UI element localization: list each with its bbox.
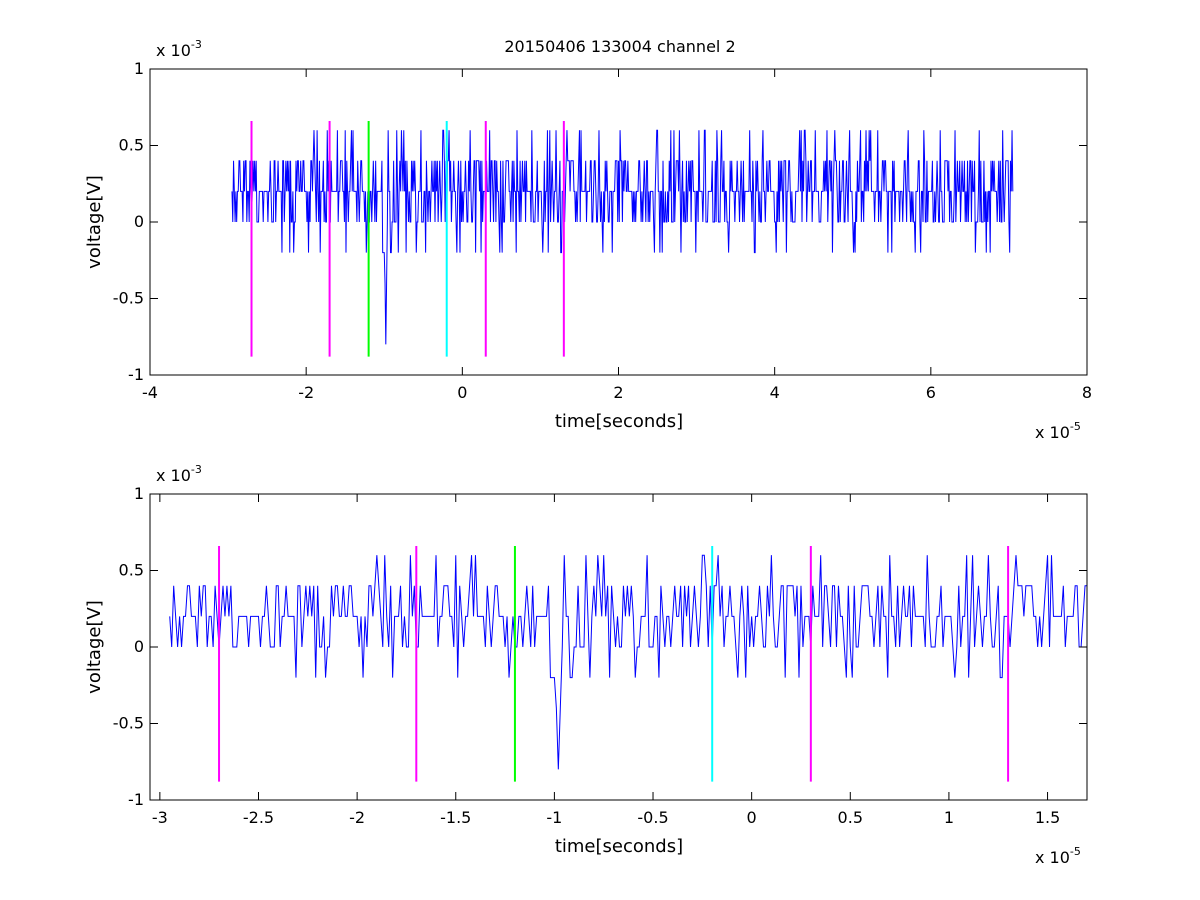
top-markers bbox=[250, 121, 565, 357]
bottom-x-tick-label: -1.5 bbox=[440, 808, 471, 827]
bottom-x-tick-label: -2 bbox=[349, 808, 365, 827]
top-x-tick-label: -4 bbox=[142, 383, 158, 402]
bottom-x-tick-label: -2.5 bbox=[243, 808, 274, 827]
bottom-signal-line bbox=[169, 554, 1087, 770]
top-y-label: voltage[V] bbox=[84, 175, 105, 269]
bottom-x-label: time[seconds] bbox=[555, 836, 683, 857]
bottom-y-tick-label: 1 bbox=[134, 484, 144, 503]
bottom-y-tick-label: -0.5 bbox=[113, 714, 144, 733]
bottom-y-ticks: -1 -0.5 0 0.5 1 bbox=[113, 484, 1087, 809]
bottom-x-tick-label: 1 bbox=[944, 808, 954, 827]
top-y-exponent: x 10-3 bbox=[156, 38, 202, 60]
top-x-tick-label: 4 bbox=[770, 383, 780, 402]
top-axes-box bbox=[149, 68, 1088, 376]
bottom-x-tick-label: 1.5 bbox=[1035, 808, 1060, 827]
top-x-exponent: x 10-5 bbox=[1035, 420, 1081, 442]
bottom-y-tick-label: -1 bbox=[128, 790, 144, 809]
top-y-tick-label: -0.5 bbox=[113, 289, 144, 308]
top-x-label: time[seconds] bbox=[555, 411, 683, 432]
bottom-y-exponent: x 10-3 bbox=[156, 463, 202, 485]
bottom-x-tick-label: -0.5 bbox=[637, 808, 668, 827]
top-y-tick-label: 1 bbox=[134, 59, 144, 78]
top-subplot: 20150406 133004 channel 2 x 10-3 -4 -2 0 2 4… bbox=[84, 37, 1092, 442]
top-y-tick-label: -1 bbox=[128, 365, 144, 384]
bottom-subplot: x 10-3 -3 -2.5 -2 -1.5 -1 -0.5 0 0.5 1 1.5 -1 -0.5… bbox=[84, 463, 1088, 867]
bottom-y-tick-label: 0.5 bbox=[119, 561, 144, 580]
top-plot-area bbox=[231, 129, 1014, 345]
bottom-y-tick-label: 0 bbox=[134, 637, 144, 656]
bottom-plot-area bbox=[169, 554, 1087, 770]
top-x-tick-label: 6 bbox=[926, 383, 936, 402]
bottom-x-tick-label: -1 bbox=[546, 808, 562, 827]
top-x-tick-label: -2 bbox=[298, 383, 314, 402]
top-x-tick-label: 2 bbox=[613, 383, 623, 402]
bottom-x-tick-label: 0 bbox=[747, 808, 757, 827]
figure-title: 20150406 133004 channel 2 bbox=[504, 37, 735, 56]
bottom-axes-box bbox=[149, 493, 1088, 801]
top-signal-line bbox=[231, 129, 1014, 345]
top-x-tick-label: 8 bbox=[1082, 383, 1092, 402]
top-x-tick-label: 0 bbox=[457, 383, 467, 402]
top-y-ticks: -1 -0.5 0 0.5 1 bbox=[113, 59, 1087, 384]
top-y-tick-label: 0 bbox=[134, 212, 144, 231]
bottom-x-ticks: -3 -2.5 -2 -1.5 -1 -0.5 0 0.5 1 1.5 bbox=[152, 494, 1060, 827]
top-y-tick-label: 0.5 bbox=[119, 136, 144, 155]
bottom-markers bbox=[218, 546, 1010, 782]
bottom-x-exponent: x 10-5 bbox=[1035, 845, 1081, 867]
bottom-x-tick-label: -3 bbox=[152, 808, 168, 827]
bottom-y-label: voltage[V] bbox=[84, 600, 105, 694]
bottom-x-tick-label: 0.5 bbox=[838, 808, 863, 827]
